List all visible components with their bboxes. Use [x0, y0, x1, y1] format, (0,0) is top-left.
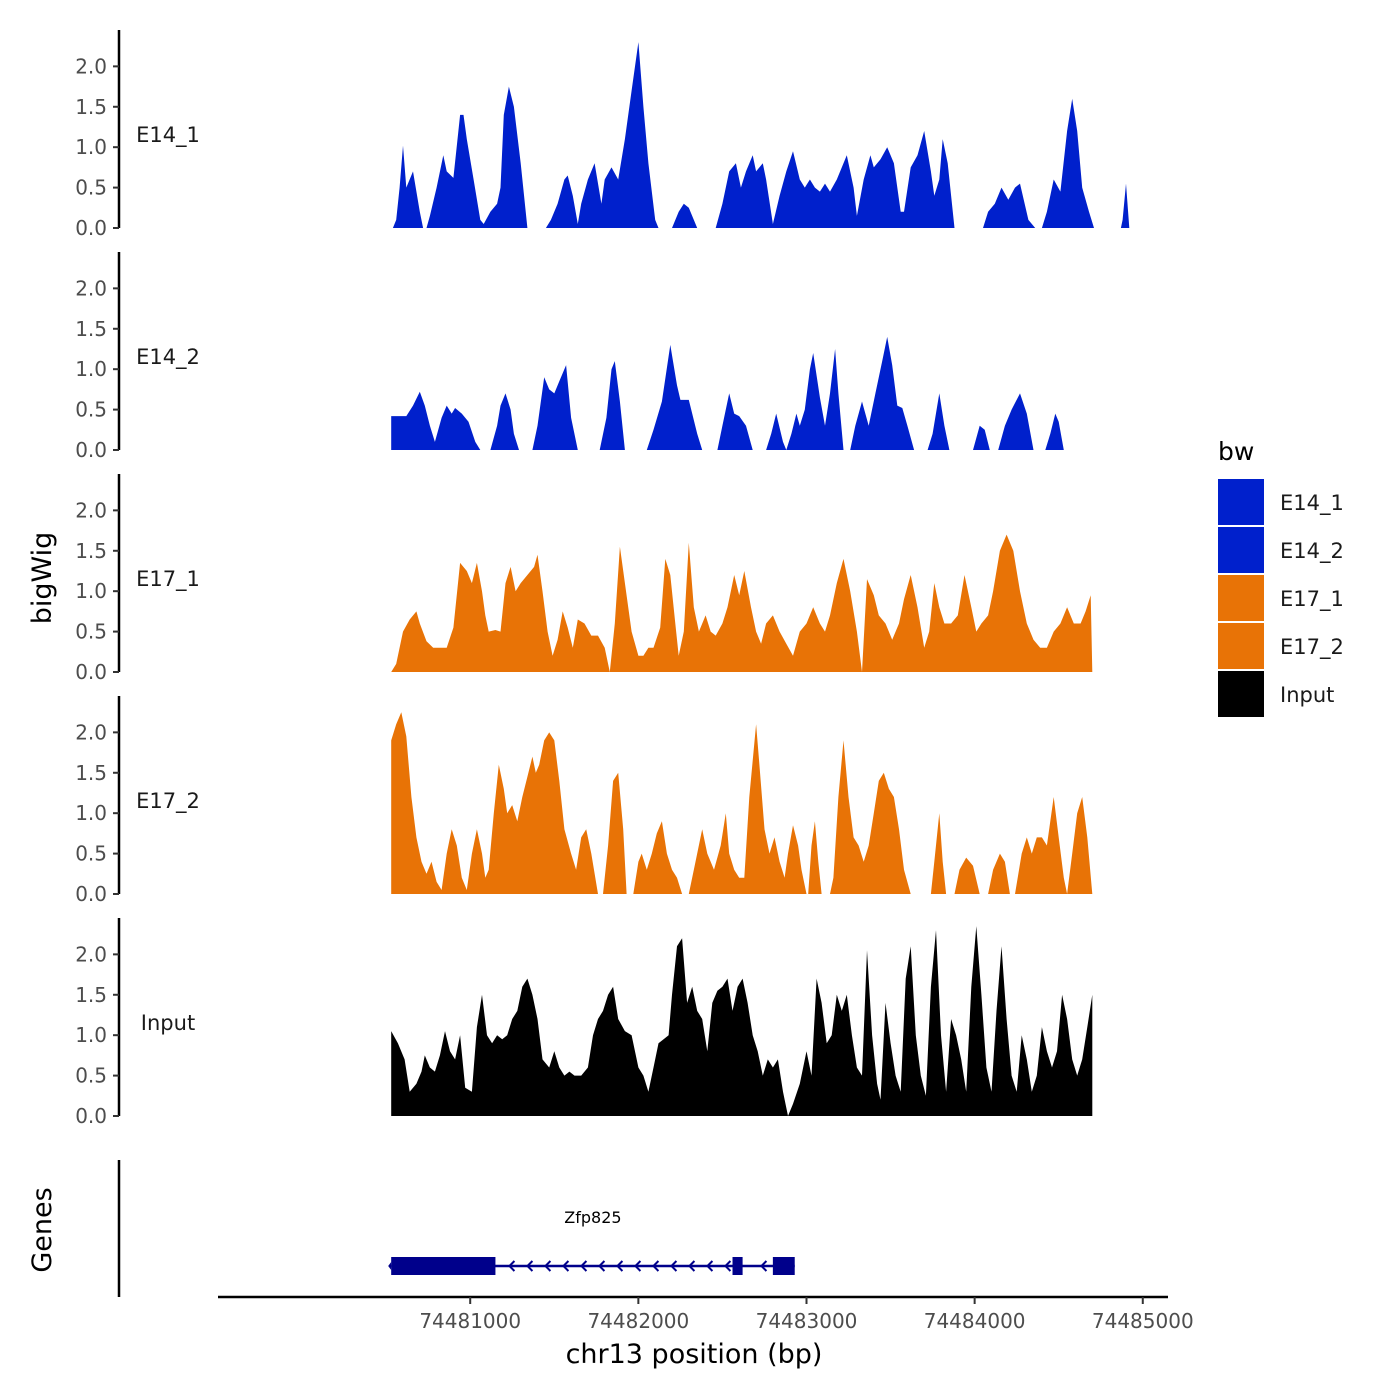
- track-label: E17_1: [136, 567, 200, 592]
- y-tick-label: 0.5: [75, 176, 107, 200]
- series-area: [391, 336, 1064, 450]
- strand-arrow: [598, 1260, 606, 1272]
- y-tick-label: 2.0: [75, 276, 107, 300]
- legend-title: bw: [1218, 437, 1254, 466]
- strand-arrow: [652, 1260, 660, 1272]
- strand-arrow: [634, 1260, 642, 1272]
- strand-arrow: [760, 1260, 768, 1272]
- legend-item-label: E14_2: [1280, 539, 1344, 564]
- y-tick-label: 1.0: [75, 801, 107, 825]
- track-label: Input: [141, 1011, 195, 1035]
- strand-arrow: [544, 1260, 552, 1272]
- y-tick-label: 2.0: [75, 720, 107, 744]
- strand-arrow: [724, 1260, 732, 1272]
- y-tick-label: 1.5: [75, 95, 107, 119]
- y-tick-label: 1.5: [75, 539, 107, 563]
- y-tick-label: 0.5: [75, 1064, 107, 1088]
- gene-exon: [732, 1257, 743, 1275]
- series-area: [391, 534, 1093, 672]
- y-axis-title: bigWig: [27, 532, 58, 625]
- strand-arrow: [670, 1260, 678, 1272]
- legend-swatch: [1218, 671, 1264, 717]
- series-area: [392, 42, 1130, 228]
- legend-swatch: [1218, 575, 1264, 621]
- y-tick-label: 0.0: [75, 882, 107, 906]
- y-tick-label: 0.0: [75, 660, 107, 684]
- strand-arrow: [688, 1260, 696, 1272]
- genes-axis-title: Genes: [27, 1187, 58, 1272]
- gene-label: Zfp825: [564, 1208, 621, 1227]
- legend: bw E14_1 E14_2 E17_1 E17_2 Input: [1218, 437, 1344, 717]
- tracks-layer: 0.0 0.5 1.0 1.5 2.0 E14_1 0.0 0.5 1.0 1.5 2.0 E14_2…: [75, 30, 1130, 1128]
- legend-item-label: Input: [1280, 683, 1334, 707]
- y-tick-label: 1.0: [75, 1023, 107, 1047]
- y-tick-label: 1.0: [75, 579, 107, 603]
- y-tick-label: 1.5: [75, 761, 107, 785]
- x-tick-label: 74483000: [756, 1309, 858, 1333]
- track-panel-e14-2: 0.0 0.5 1.0 1.5 2.0 E14_2: [75, 252, 1064, 462]
- gene-track: Zfp825: [117, 1160, 795, 1297]
- strand-arrow: [562, 1260, 570, 1272]
- legend-swatch: [1218, 527, 1264, 573]
- track-panel-e17-2: 0.0 0.5 1.0 1.5 2.0 E17_2: [75, 696, 1093, 906]
- gene-start-cap: [388, 1262, 392, 1270]
- legend-swatch: [1218, 479, 1264, 525]
- track-label: E17_2: [136, 789, 200, 814]
- x-tick-label: 74484000: [924, 1309, 1026, 1333]
- y-tick-label: 1.0: [75, 357, 107, 381]
- track-panel-e17-1: 0.0 0.5 1.0 1.5 2.0 E17_1: [75, 474, 1093, 684]
- y-tick-label: 1.0: [75, 135, 107, 159]
- strand-arrow: [508, 1260, 516, 1272]
- strand-arrow: [526, 1260, 534, 1272]
- gene-exon: [772, 1257, 795, 1275]
- legend-item-label: E17_2: [1280, 635, 1344, 660]
- series-area: [391, 926, 1093, 1116]
- y-tick-label: 0.5: [75, 842, 107, 866]
- strand-arrow: [616, 1260, 624, 1272]
- y-tick-label: 0.0: [75, 1104, 107, 1128]
- x-tick-label: 74485000: [1092, 1309, 1194, 1333]
- gene-exon: [391, 1257, 496, 1275]
- strand-arrow: [580, 1260, 588, 1272]
- x-tick-label: 74481000: [419, 1309, 521, 1333]
- legend-swatch: [1218, 623, 1264, 669]
- y-tick-label: 0.0: [75, 438, 107, 462]
- x-tick-label: 74482000: [587, 1309, 689, 1333]
- y-tick-label: 0.5: [75, 398, 107, 422]
- track-label: E14_2: [136, 345, 200, 370]
- legend-item-label: E14_1: [1280, 491, 1344, 516]
- legend-item-label: E17_1: [1280, 587, 1344, 612]
- y-tick-label: 2.0: [75, 942, 107, 966]
- track-label: E14_1: [136, 123, 200, 148]
- y-tick-label: 0.5: [75, 620, 107, 644]
- y-tick-label: 1.5: [75, 983, 107, 1007]
- x-axis: 74481000 74482000 74483000 74484000 74485000: [218, 1295, 1194, 1333]
- y-tick-label: 2.0: [75, 54, 107, 78]
- track-panel-e14-1: 0.0 0.5 1.0 1.5 2.0 E14_1: [75, 30, 1130, 240]
- y-tick-label: 0.0: [75, 216, 107, 240]
- series-area: [391, 712, 1093, 894]
- y-tick-label: 2.0: [75, 498, 107, 522]
- y-tick-label: 1.5: [75, 317, 107, 341]
- x-axis-title: chr13 position (bp): [566, 1339, 823, 1370]
- strand-arrow: [706, 1260, 714, 1272]
- track-panel-input: 0.0 0.5 1.0 1.5 2.0 Input: [75, 918, 1093, 1128]
